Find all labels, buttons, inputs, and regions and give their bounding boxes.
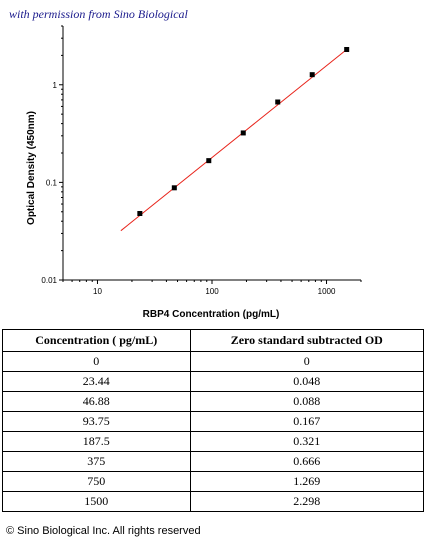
cell-od: 0.321 xyxy=(189,431,425,452)
header-od: Zero standard subtracted OD xyxy=(189,329,425,352)
fit-line xyxy=(120,49,348,232)
cell-od: 0.167 xyxy=(189,411,425,432)
cell-concentration: 187.5 xyxy=(2,431,191,452)
x-tick-label: 1000 xyxy=(318,287,336,296)
y-tick-label: 1 xyxy=(53,81,58,90)
data-point xyxy=(240,130,246,136)
copyright-text: © Sino Biological Inc. All rights reserv… xyxy=(6,525,201,537)
cell-od: 1.269 xyxy=(189,471,425,492)
table-row: 375 0.666 xyxy=(2,451,425,472)
data-point xyxy=(171,185,177,191)
table-row: 93.75 0.167 xyxy=(2,411,425,432)
cell-od: 0.666 xyxy=(189,451,425,472)
cell-concentration: 750 xyxy=(2,471,191,492)
data-points-group xyxy=(137,46,350,217)
header-concentration: Concentration ( pg/mL) xyxy=(2,329,191,352)
cell-concentration: 1500 xyxy=(2,491,191,512)
data-point xyxy=(275,99,281,105)
table-row: 46.88 0.088 xyxy=(2,391,425,412)
cell-concentration: 0 xyxy=(2,351,191,372)
table-header-row: Concentration ( pg/mL) Zero standard sub… xyxy=(2,329,425,352)
x-tick-label: 100 xyxy=(205,287,219,296)
x-tick-label: 10 xyxy=(93,287,102,296)
x-axis-title: RBP4 Concentration (pg/mL) xyxy=(143,309,280,320)
cell-concentration: 23.44 xyxy=(2,371,191,392)
table-row: 750 1.269 xyxy=(2,471,425,492)
data-point xyxy=(206,158,212,164)
data-point xyxy=(344,46,350,52)
table-row: 23.44 0.048 xyxy=(2,371,425,392)
fit-line-group xyxy=(120,49,348,232)
standard-data-table: Concentration ( pg/mL) Zero standard sub… xyxy=(2,329,425,512)
cell-od: 0.088 xyxy=(189,391,425,412)
data-point xyxy=(309,72,315,78)
watermark-text: with permission from Sino Biological xyxy=(9,7,188,21)
chart-axes: 0.01 0.1 1 10 100 1000 xyxy=(41,25,362,296)
y-tick-label: 0.01 xyxy=(41,276,57,285)
y-axis-title: Optical Density (450nm) xyxy=(26,111,37,225)
cell-od: 2.298 xyxy=(189,491,425,512)
table-row: 1500 2.298 xyxy=(2,491,425,512)
cell-concentration: 375 xyxy=(2,451,191,472)
table-row: 187.5 0.321 xyxy=(2,431,425,452)
cell-od: 0.048 xyxy=(189,371,425,392)
cell-concentration: 46.88 xyxy=(2,391,191,412)
cell-concentration: 93.75 xyxy=(2,411,191,432)
data-point xyxy=(137,211,143,217)
y-tick-label: 0.1 xyxy=(46,178,58,187)
cell-od: 0 xyxy=(189,351,425,372)
standard-curve-chart: 0.01 0.1 1 10 100 1000 Optical Density (450nm… xyxy=(26,25,362,320)
